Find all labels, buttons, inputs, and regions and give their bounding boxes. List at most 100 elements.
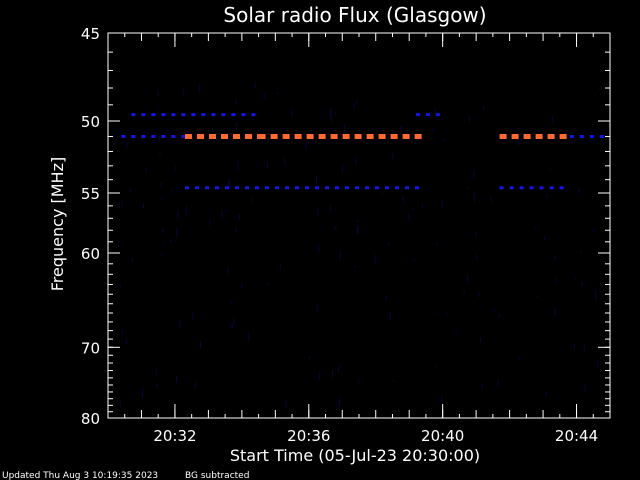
- noise-speck: [414, 258, 416, 261]
- noise-speck: [160, 182, 162, 188]
- y-tick-label: 80: [81, 410, 100, 428]
- noise-speck: [316, 304, 318, 312]
- noise-speck: [235, 227, 237, 234]
- noise-speck: [157, 89, 159, 97]
- noise-speck: [595, 289, 597, 298]
- noise-speck: [342, 164, 344, 173]
- y-tick-label: 55: [81, 185, 100, 203]
- noise-speck: [392, 379, 394, 383]
- noise-speck: [550, 169, 551, 172]
- noise-speck: [241, 282, 243, 289]
- noise-speck: [339, 397, 340, 407]
- noise-speck: [248, 332, 250, 342]
- noise-speck: [497, 380, 499, 387]
- noise-speck: [518, 137, 520, 141]
- noise-speck: [355, 157, 357, 165]
- noise-speck: [118, 241, 120, 247]
- noise-speck: [317, 207, 319, 216]
- noise-speck: [145, 166, 147, 173]
- noise-speck: [408, 213, 410, 222]
- noise-speck: [481, 383, 483, 390]
- noise-speck: [251, 197, 253, 203]
- x-tick-label: 20:40: [421, 427, 464, 445]
- noise-speck: [389, 312, 391, 320]
- noise-speck: [182, 87, 184, 96]
- noise-speck: [474, 192, 476, 203]
- noise-speck: [441, 199, 443, 207]
- noise-speck: [436, 242, 438, 246]
- noise-speck: [279, 263, 281, 271]
- noise-speck: [400, 125, 402, 134]
- noise-speck: [161, 251, 163, 256]
- y-tick-label: 60: [81, 245, 100, 263]
- noise-speck: [374, 254, 376, 265]
- noise-speck: [575, 276, 577, 280]
- x-axis-label: Start Time (05-Jul-23 20:30:00): [230, 446, 480, 465]
- noise-speck: [176, 375, 177, 383]
- y-tick-label: 45: [81, 25, 100, 43]
- noise-speck: [580, 250, 582, 253]
- noise-speck: [436, 365, 438, 370]
- noise-speck: [341, 133, 342, 140]
- x-axis-ticks: 20:32 20:36 20:40 20:44: [107, 33, 611, 445]
- noise-speck: [159, 136, 160, 142]
- noise-speck: [142, 202, 144, 209]
- noise-speck: [584, 384, 586, 394]
- noise-speck: [170, 238, 172, 244]
- noise-speck: [545, 391, 547, 397]
- noise-speck: [126, 142, 128, 147]
- noise-speck: [230, 323, 232, 328]
- y-tick-label: 70: [81, 339, 100, 357]
- noise-speck: [482, 104, 484, 110]
- noise-speck: [455, 331, 457, 335]
- noise-speck: [318, 244, 320, 253]
- noise-speck: [337, 366, 339, 374]
- noise-speck: [200, 341, 201, 349]
- noise-speck: [264, 92, 266, 100]
- noise-speck: [356, 99, 358, 105]
- noise-speck: [155, 368, 157, 376]
- noise-speck: [142, 388, 144, 398]
- noise-speck: [446, 312, 448, 315]
- footer-note: BG subtracted: [185, 471, 249, 480]
- noise-speck: [235, 99, 237, 105]
- noise-speck: [179, 319, 181, 329]
- noise-speck: [518, 141, 520, 146]
- noise-speck: [186, 205, 188, 216]
- noise-speck: [554, 254, 556, 260]
- noise-speck: [159, 151, 161, 155]
- noise-speck: [581, 281, 583, 286]
- noise-speck: [225, 209, 227, 213]
- noise-speck: [254, 83, 256, 89]
- noise-speck: [291, 108, 293, 118]
- noise-speck: [176, 227, 178, 237]
- chart-title: Solar radio Flux (Glasgow): [223, 3, 486, 27]
- noise-speck: [157, 105, 159, 109]
- y-axis-label: Frequency [MHz]: [48, 157, 67, 291]
- noise-speck: [574, 343, 575, 350]
- noise-speck: [578, 188, 580, 195]
- noise-speck: [339, 250, 341, 260]
- noise-speck: [122, 328, 124, 335]
- noise-speck: [421, 203, 423, 208]
- noise-speck: [266, 161, 268, 169]
- noise-speck: [498, 313, 500, 318]
- noise-speck: [344, 123, 346, 132]
- x-tick-label: 20:44: [555, 427, 598, 445]
- noise-speck: [597, 358, 599, 367]
- noise-speck: [555, 277, 557, 283]
- plot-background: [108, 33, 610, 418]
- noise-speck: [554, 307, 556, 317]
- noise-speck: [412, 207, 414, 211]
- y-axis-ticks: 45 50 55 60 70 80: [81, 25, 610, 428]
- noise-speck: [595, 297, 597, 301]
- noise-speck: [172, 189, 174, 193]
- noise-speck: [467, 187, 469, 190]
- noise-speck: [284, 158, 286, 167]
- noise-speck: [534, 226, 536, 230]
- noise-speck: [305, 142, 307, 151]
- noise-speck: [468, 116, 470, 123]
- noise-speck: [392, 153, 394, 160]
- noise-speck: [319, 373, 321, 381]
- x-tick-label: 20:36: [287, 427, 330, 445]
